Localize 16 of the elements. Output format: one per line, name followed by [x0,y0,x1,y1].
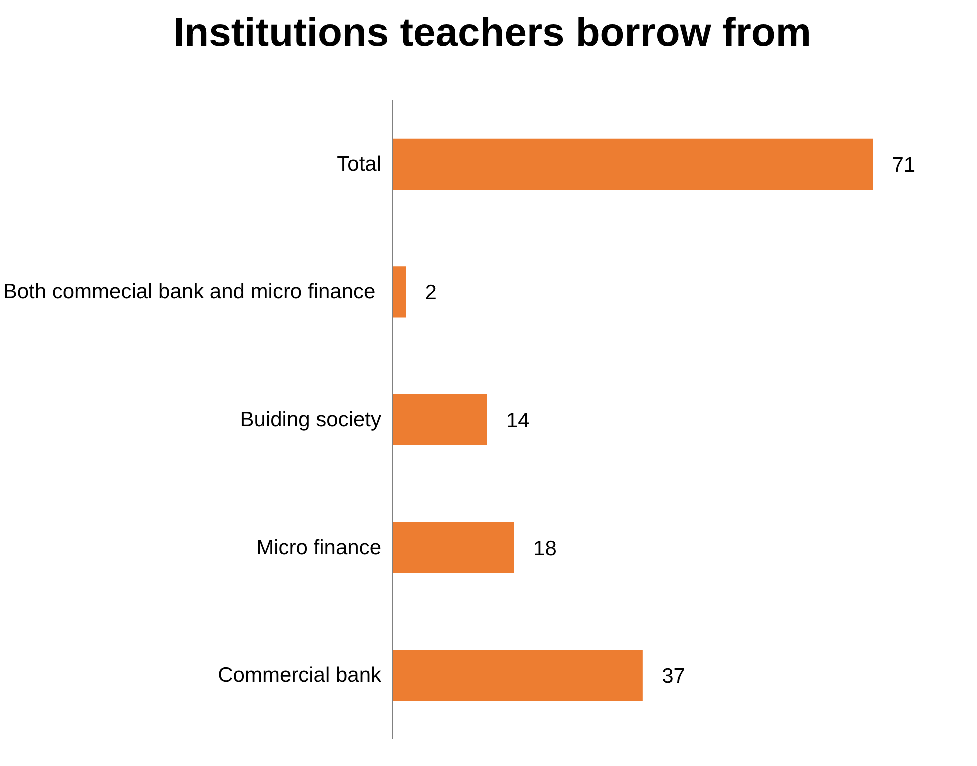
y-tick-label: Both commecial bank and micro finance [3,280,376,304]
bar [392,266,406,318]
data-label: 14 [506,410,530,432]
data-label: 37 [662,665,686,688]
y-tick-label: Total [337,152,382,176]
chart-title: Institutions teachers borrow from [172,10,812,57]
y-tick-label: Micro finance [256,536,382,560]
bar [392,394,488,446]
bar [392,522,514,574]
y-tick-label: Buiding society [240,408,382,432]
data-label: 71 [892,154,916,177]
y-tick-label: Commercial bank [218,664,382,688]
data-label: 2 [425,282,437,305]
bar [392,650,643,702]
data-label: 18 [534,537,557,560]
bar [392,138,874,190]
